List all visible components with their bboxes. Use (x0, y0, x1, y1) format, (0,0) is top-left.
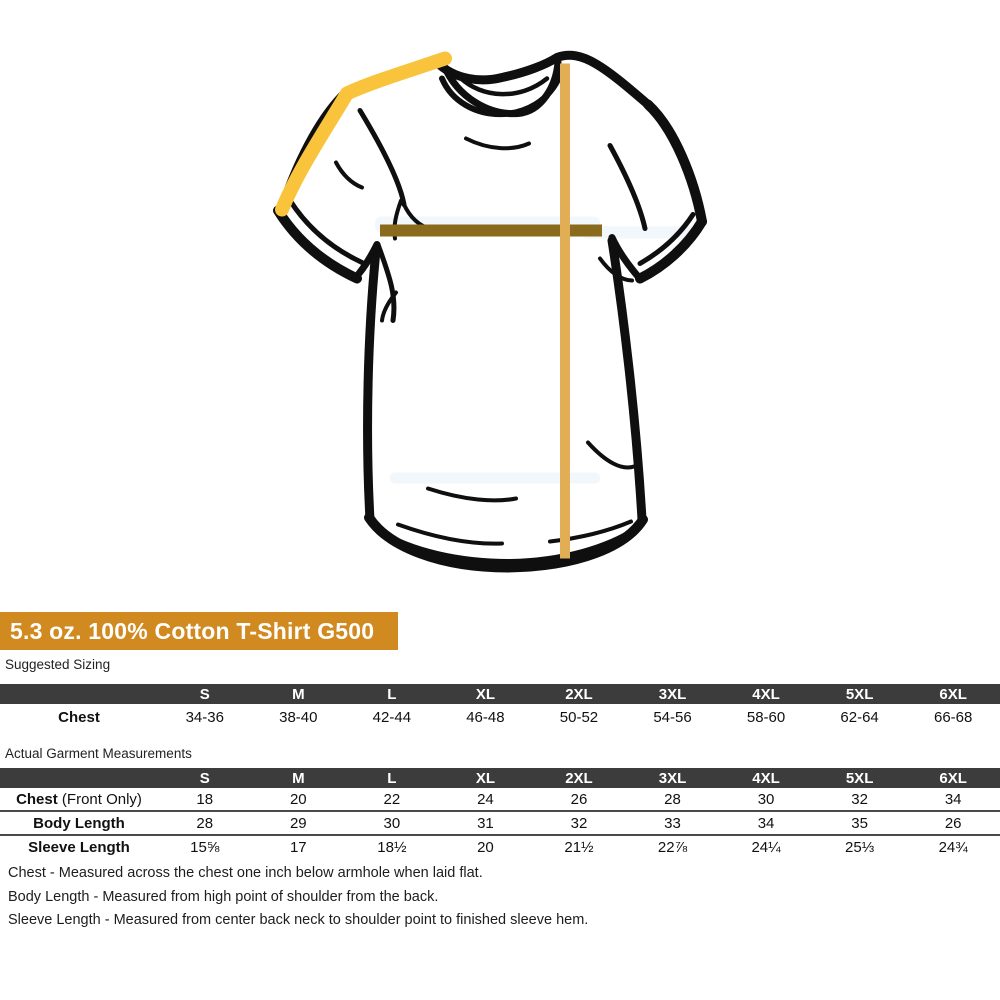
suggested-sizing-title: Suggested Sizing (5, 657, 111, 672)
size-header: 5XL (812, 684, 907, 704)
table-row-chest: Chest 34-36 38-40 42-44 46-48 50-52 54-5… (0, 704, 1000, 730)
cell-value: 54-56 (653, 708, 692, 726)
cell-value: 62-64 (840, 708, 879, 726)
cell-value: 66-68 (934, 708, 973, 726)
tshirt-diagram (250, 18, 750, 593)
table-row-sleeve-length: Sleeve Length 15⅝ 17 18½ 20 21½ 22⅞ 24¼ … (0, 835, 1000, 858)
size-header-row: S M L XL 2XL 3XL 4XL 5XL 6XL (0, 684, 1000, 704)
cell-value: 28 (158, 811, 252, 836)
cell-value: 34 (719, 811, 813, 836)
cell-value: 17 (289, 838, 307, 856)
size-header: S (158, 684, 252, 704)
suggested-sizing-table: S M L XL 2XL 3XL 4XL 5XL 6XL Chest 34-36… (0, 684, 1000, 730)
row-label: Chest (Front Only) (0, 788, 158, 812)
cell-value: 24¾ (938, 838, 968, 856)
size-header: 4XL (719, 684, 813, 704)
size-header: 5XL (812, 768, 907, 788)
row-label: Sleeve Length (28, 838, 130, 856)
row-label: Body Length (0, 811, 158, 836)
garment-measurements-table: S M L XL 2XL 3XL 4XL 5XL 6XL Chest (Fron… (0, 768, 1000, 858)
cell-value: 18 (158, 788, 252, 812)
size-header: 2XL (532, 768, 626, 788)
cell-value: 25⅓ (845, 838, 875, 856)
size-header: M (251, 768, 346, 788)
cell-value: 29 (251, 811, 346, 836)
footnote-sleeve-length: Sleeve Length - Measured from center bac… (8, 912, 589, 928)
size-header: L (345, 684, 439, 704)
cell-value: 38-40 (279, 708, 318, 726)
cell-value: 32 (532, 811, 626, 836)
cell-value: 35 (812, 811, 907, 836)
cell-value: 26 (906, 811, 1000, 836)
cell-value: 24¼ (751, 838, 781, 856)
size-header: 3XL (625, 768, 720, 788)
size-header: L (345, 768, 439, 788)
footnote-chest: Chest - Measured across the chest one in… (8, 865, 483, 881)
cell-value: 28 (625, 788, 720, 812)
size-header: XL (438, 684, 533, 704)
size-header: 3XL (625, 684, 720, 704)
cell-value: 58-60 (746, 708, 786, 726)
size-header: 6XL (906, 768, 1000, 788)
cell-value: 33 (625, 811, 720, 836)
measurement-footnotes: Chest - Measured across the chest one in… (8, 862, 588, 933)
size-header: 6XL (906, 684, 1000, 704)
cell-value: 18½ (377, 838, 407, 856)
size-header: 2XL (532, 684, 626, 704)
footnote-body-length: Body Length - Measured from high point o… (8, 888, 439, 905)
size-header-row: S M L XL 2XL 3XL 4XL 5XL 6XL (0, 768, 1000, 788)
table-row-body-length: Body Length 28 29 30 31 32 33 34 35 26 (0, 811, 1000, 836)
product-title-banner: 5.3 oz. 100% Cotton T-Shirt G500 (0, 612, 398, 650)
cell-value: 50-52 (559, 708, 599, 726)
table-row-chest-front-only: Chest (Front Only) 18 20 22 24 26 28 30 … (0, 788, 1000, 812)
size-header-blank (0, 768, 158, 788)
cell-value: 46-48 (466, 708, 505, 726)
garment-measurements-title: Actual Garment Measurements (5, 746, 192, 761)
cell-value: 22 (345, 788, 439, 812)
cell-value: 30 (345, 811, 439, 836)
tshirt-illustration (273, 50, 707, 573)
shirt-outline (273, 50, 707, 573)
cell-value: 34 (906, 788, 1000, 812)
cell-value: 30 (719, 788, 813, 812)
cell-value: 26 (532, 788, 626, 812)
cell-value: 31 (438, 811, 533, 836)
cell-value: 20 (477, 838, 494, 856)
size-header: S (158, 768, 252, 788)
cell-value: 34-36 (185, 708, 224, 726)
size-header: M (251, 684, 346, 704)
row-label: Chest (58, 708, 100, 726)
size-header: XL (438, 768, 533, 788)
sleeve-length-line (275, 51, 452, 217)
cell-value: 20 (251, 788, 346, 812)
cell-value: 21½ (564, 838, 594, 856)
cell-value: 42-44 (372, 708, 412, 726)
size-header-blank (0, 684, 158, 704)
cell-value: 22⅞ (657, 838, 688, 856)
cell-value: 15⅝ (190, 838, 220, 856)
size-header: 4XL (719, 768, 813, 788)
shirt-body (279, 55, 703, 567)
cell-value: 24 (438, 788, 533, 812)
cell-value: 32 (812, 788, 907, 812)
